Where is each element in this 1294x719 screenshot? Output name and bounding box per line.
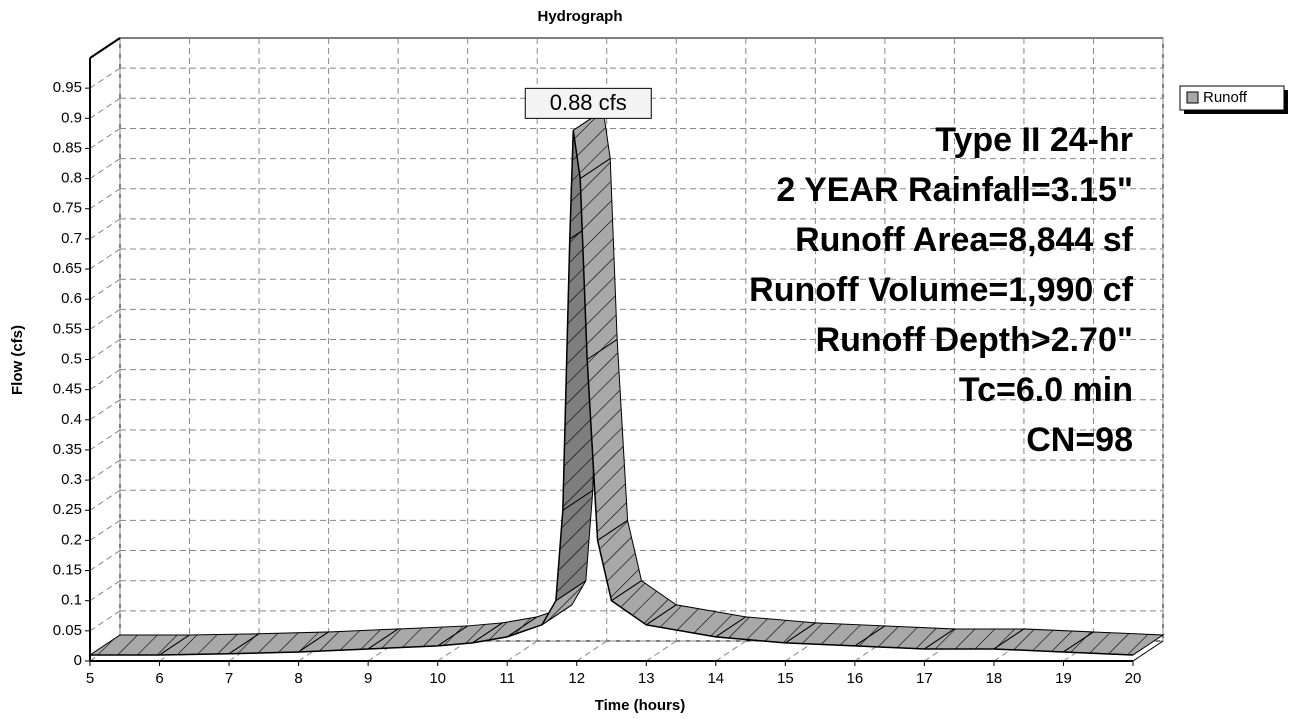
y-tick-label: 0.35 <box>53 441 82 458</box>
x-tick-label: 8 <box>294 670 302 687</box>
grid-line <box>506 640 538 662</box>
x-tick-label: 18 <box>986 670 1003 687</box>
grid-line <box>715 640 747 662</box>
grid-line <box>89 218 121 240</box>
series <box>88 109 1165 656</box>
x-tick-label: 14 <box>707 670 724 687</box>
grid-line <box>645 640 677 662</box>
annotation: Runoff Area=8,844 sf <box>795 221 1134 259</box>
y-axis-label: Flow (cfs) <box>9 325 26 395</box>
chart-title: Hydrograph <box>537 8 622 25</box>
x-tick-label: 9 <box>364 670 372 687</box>
grid-line <box>89 519 121 541</box>
grid-line <box>89 550 121 571</box>
grid-line <box>89 188 121 210</box>
y-tick-label: 0.15 <box>53 562 82 579</box>
x-tick-label: 7 <box>225 670 233 687</box>
y-tick-label: 0.3 <box>61 471 82 488</box>
x-tick-label: 10 <box>429 670 446 687</box>
x-tick-label: 19 <box>1055 670 1072 687</box>
annotation: 2 YEAR Rainfall=3.15" <box>776 171 1133 209</box>
grid-line <box>576 640 608 662</box>
legend: Runoff <box>1179 85 1288 114</box>
axis-edge <box>1132 640 1164 662</box>
x-tick-label: 15 <box>777 670 794 687</box>
y-tick-label: 0.7 <box>61 230 82 247</box>
y-tick-label: 0.65 <box>53 260 82 277</box>
x-tick-label: 11 <box>499 670 515 687</box>
y-tick-label: 0.25 <box>53 501 82 518</box>
annotation: Type II 24-hr <box>935 121 1133 159</box>
y-tick-label: 0.8 <box>61 170 82 187</box>
y-tick-label: 0.2 <box>61 531 82 548</box>
legend-swatch <box>1186 91 1199 104</box>
x-tick-label: 13 <box>638 670 655 687</box>
grid-line <box>89 278 121 300</box>
grid-line <box>89 580 121 602</box>
series-line <box>90 130 1134 656</box>
y-tick-label: 0.1 <box>61 592 82 609</box>
x-axis-label: Time (hours) <box>595 697 686 714</box>
grid-line <box>89 489 121 511</box>
y-tick-label: 0.5 <box>61 350 82 367</box>
y-tick-label: 0 <box>74 652 82 669</box>
annotation: CN=98 <box>1026 421 1133 459</box>
x-tick-label: 5 <box>86 670 94 687</box>
y-tick-label: 0.05 <box>53 622 82 639</box>
y-tick-label: 0.6 <box>61 290 82 307</box>
ribbon-face <box>555 489 594 602</box>
annotation: Runoff Volume=1,990 cf <box>749 271 1134 309</box>
y-tick-label: 0.55 <box>53 320 82 337</box>
grid-line <box>89 610 121 632</box>
peak-label-box <box>524 87 652 119</box>
y-tick-label: 0.85 <box>53 139 82 156</box>
x-tick-label: 12 <box>568 670 585 687</box>
grid-line <box>89 399 121 421</box>
x-tick-label: 20 <box>1125 670 1142 687</box>
y-tick-label: 0.45 <box>53 381 82 398</box>
grid-line <box>89 459 121 481</box>
x-tick-label: 17 <box>916 670 933 687</box>
grid-line <box>89 369 121 391</box>
x-tick-label: 6 <box>155 670 163 687</box>
y-tick-label: 0.4 <box>61 411 82 428</box>
legend-label: Runoff <box>1203 89 1248 106</box>
y-tick-label: 0.9 <box>61 109 82 126</box>
peak-label: 0.88 cfs <box>550 90 627 115</box>
grid-line <box>89 308 121 330</box>
grid-line <box>89 128 121 149</box>
annotation: Tc=6.0 min <box>959 371 1133 409</box>
grid-line <box>89 158 121 180</box>
axis-edge <box>89 37 121 59</box>
grid-line <box>89 248 121 270</box>
y-tick-label: 0.95 <box>53 79 82 96</box>
x-tick-label: 16 <box>847 670 864 687</box>
grid-line <box>89 339 121 360</box>
grid-line <box>89 429 121 451</box>
grid-line <box>89 97 121 119</box>
y-tick-label: 0.75 <box>53 200 82 217</box>
annotation: Runoff Depth>2.70" <box>816 321 1133 359</box>
grid-line <box>89 67 121 89</box>
